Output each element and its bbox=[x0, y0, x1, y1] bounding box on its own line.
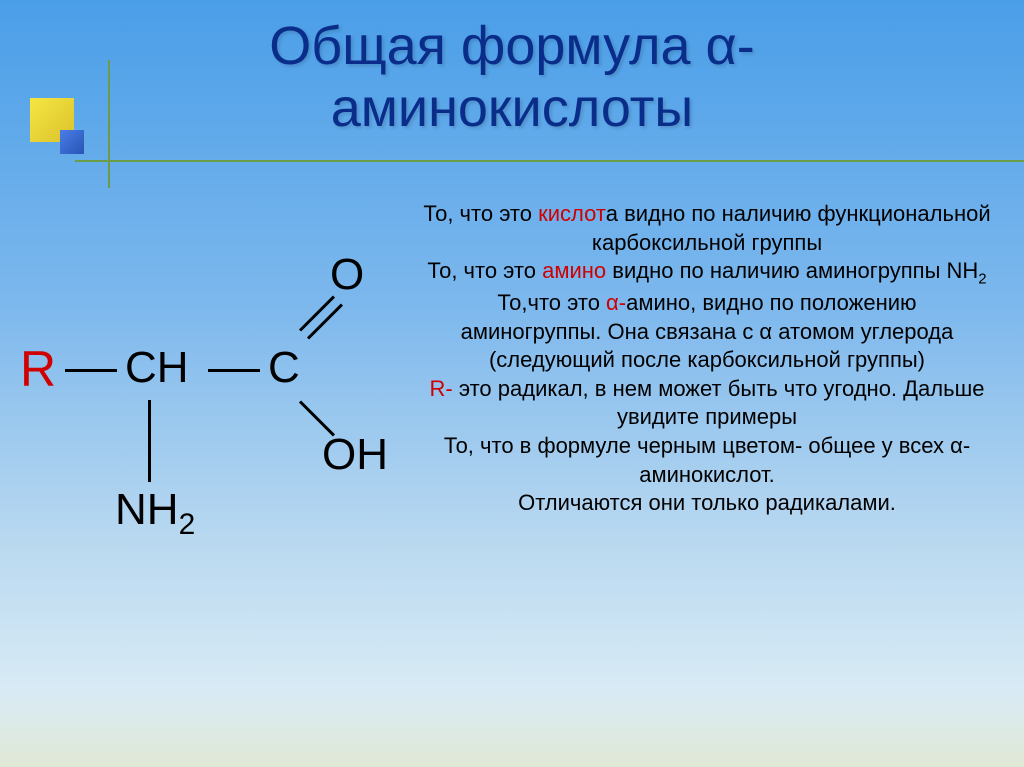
slide-title: Общая формула α- аминокислоты bbox=[0, 15, 1024, 139]
chemical-formula: R CH C O OH NH2 bbox=[0, 225, 405, 545]
para-acid: То, что это кислота видно по наличию фун… bbox=[405, 200, 1009, 257]
atom-nh2: NH2 bbox=[115, 485, 195, 542]
atom-r: R bbox=[20, 340, 56, 398]
hl-alpha: α- bbox=[606, 290, 626, 315]
hl-r: R- bbox=[430, 376, 453, 401]
para-radical: R- это радикал, в нем может быть что уго… bbox=[405, 375, 1009, 432]
atom-oh: OH bbox=[322, 430, 388, 480]
title-container: Общая формула α- аминокислоты bbox=[0, 0, 1024, 139]
para-differ: Отличаются они только радикалами. bbox=[405, 489, 1009, 518]
para-amino: То, что это амино видно по наличию амино… bbox=[405, 257, 1009, 289]
bond-r-ch bbox=[65, 369, 117, 372]
content-area: R CH C O OH NH2 То, что это кислота видн… bbox=[0, 200, 1024, 545]
atom-ch: CH bbox=[125, 343, 189, 393]
decor-line-horizontal bbox=[75, 160, 1024, 162]
bond-c-oh bbox=[299, 400, 335, 436]
para-alpha: То,что это α-амино, видно по положению bbox=[405, 289, 1009, 318]
para-position: аминогруппы. Она связана с α атомом угле… bbox=[405, 318, 1009, 375]
hl-acid: кислот bbox=[538, 201, 606, 226]
atom-c: C bbox=[268, 343, 300, 393]
hl-amino: амино bbox=[542, 258, 606, 283]
para-common: То, что в формуле черным цветом- общее у… bbox=[405, 432, 1009, 489]
bond-c-o-double-2 bbox=[307, 303, 343, 339]
decor-square-blue bbox=[60, 130, 84, 154]
bond-ch-c bbox=[208, 369, 260, 372]
decor-line-vertical bbox=[108, 60, 110, 188]
explanation-text: То, что это кислота видно по наличию фун… bbox=[405, 200, 1024, 545]
atom-o: O bbox=[330, 250, 364, 300]
bond-ch-nh bbox=[148, 400, 151, 482]
title-line-2: аминокислоты bbox=[331, 78, 693, 138]
title-line-1: Общая формула α- bbox=[269, 16, 754, 76]
